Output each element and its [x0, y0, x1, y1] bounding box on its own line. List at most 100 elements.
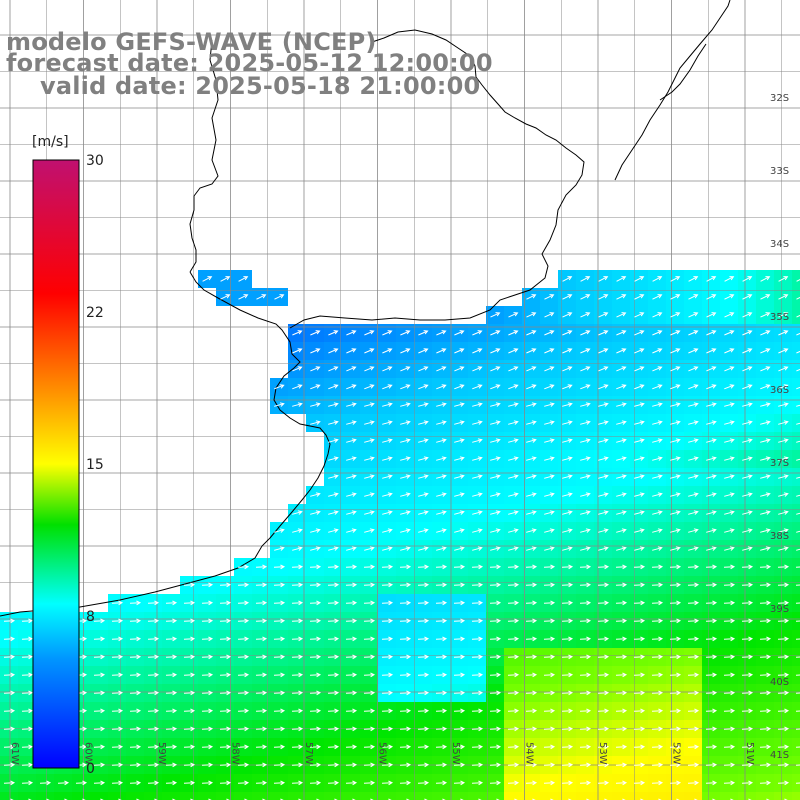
wind-arrow: [778, 330, 789, 336]
wind-arrow: [633, 564, 646, 570]
wind-arrow: [543, 564, 556, 570]
wind-arrow: [724, 510, 735, 515]
wind-arrow: [183, 762, 196, 768]
wind-arrow: [489, 744, 502, 750]
wind-arrow: [562, 510, 573, 515]
wind-cell: [522, 792, 540, 800]
wind-arrow: [597, 762, 610, 768]
wind-arrow: [3, 672, 16, 678]
wind-arrow: [436, 330, 447, 336]
wind-arrow: [292, 546, 303, 551]
wind-arrow: [472, 528, 483, 533]
wind-arrow: [3, 690, 16, 696]
wind-arrow: [579, 708, 592, 714]
wind-arrow: [418, 474, 429, 479]
wind-arrow: [454, 528, 465, 533]
wind-arrow: [273, 744, 286, 750]
wind-arrow: [418, 402, 429, 407]
wind-arrow: [615, 780, 628, 786]
wind-arrow: [219, 744, 232, 750]
wind-arrow: [687, 708, 700, 714]
wind-arrow: [795, 674, 800, 676]
wind-arrow: [490, 312, 501, 318]
wind-arrow: [796, 512, 800, 515]
wind-arrow: [544, 438, 555, 443]
wind-arrow: [759, 726, 772, 732]
wind-cell: [414, 792, 432, 800]
wind-arrow: [400, 438, 411, 443]
wind-arrow: [616, 528, 627, 533]
wind-arrow: [687, 762, 700, 768]
wind-arrow: [435, 780, 448, 786]
wind-arrow: [525, 582, 538, 588]
wind-arrow: [345, 690, 358, 696]
colorbar-ramp: [32, 159, 80, 769]
wind-arrow: [309, 690, 322, 696]
wind-arrow: [328, 330, 339, 336]
wind-arrow: [418, 456, 429, 461]
wind-arrow: [705, 690, 718, 696]
wind-arrow: [489, 708, 502, 714]
latitude-label: 41S: [770, 750, 789, 761]
wind-arrow: [273, 690, 286, 696]
wind-arrow: [778, 402, 789, 407]
wind-arrow: [274, 384, 285, 390]
wind-arrow: [327, 564, 340, 570]
wind-arrow: [490, 546, 501, 551]
wind-arrow: [652, 330, 663, 336]
wind-arrow: [399, 582, 412, 588]
wind-arrow: [183, 744, 196, 750]
lagoon-shore: [659, 43, 707, 101]
wind-arrow: [723, 708, 736, 714]
wind-arrow: [292, 384, 303, 390]
wind-arrow: [796, 548, 800, 551]
wind-arrow: [256, 294, 267, 300]
wind-arrow: [580, 438, 591, 443]
wind-arrow: [706, 474, 717, 479]
wind-arrow: [453, 672, 466, 678]
wind-arrow: [291, 744, 304, 750]
wind-arrow: [669, 636, 682, 642]
wind-arrow: [327, 582, 340, 588]
wind-arrow: [616, 402, 627, 407]
wind-arrow: [544, 456, 555, 461]
coastline-rio-de-la-plata-north: [189, 39, 219, 273]
wind-arrow: [309, 672, 322, 678]
wind-arrow: [597, 564, 610, 570]
wind-arrow: [364, 474, 375, 479]
wind-arrow: [327, 708, 340, 714]
wind-arrow: [742, 546, 753, 551]
wind-arrow: [723, 726, 736, 732]
wind-arrow: [651, 690, 664, 696]
wind-arrow: [760, 330, 771, 336]
wind-arrow: [706, 366, 717, 372]
wind-arrow: [508, 384, 519, 390]
wind-arrow: [526, 366, 537, 372]
wind-arrow: [328, 492, 339, 497]
wind-cell: [792, 468, 800, 486]
wind-arrow: [400, 528, 411, 533]
wind-arrow: [417, 708, 430, 714]
wind-arrow: [615, 564, 628, 570]
wind-arrow: [543, 780, 556, 786]
wind-arrow: [526, 312, 537, 318]
wind-arrow: [291, 672, 304, 678]
wind-arrow: [778, 366, 789, 372]
wind-arrow: [454, 492, 465, 497]
wind-arrow: [633, 726, 646, 732]
wind-arrow: [273, 564, 286, 570]
wind-arrow: [291, 564, 304, 570]
wind-arrow: [3, 780, 16, 786]
wind-arrow: [418, 546, 429, 551]
wind-arrow: [580, 456, 591, 461]
wind-arrow: [760, 384, 771, 390]
wind-arrow: [292, 366, 303, 372]
wind-arrow: [471, 600, 484, 606]
wind-arrow: [364, 330, 375, 336]
wind-arrow: [238, 294, 249, 300]
wind-arrow: [454, 330, 465, 336]
wind-arrow: [543, 726, 556, 732]
wind-arrow: [652, 438, 663, 443]
wind-arrow: [400, 456, 411, 461]
